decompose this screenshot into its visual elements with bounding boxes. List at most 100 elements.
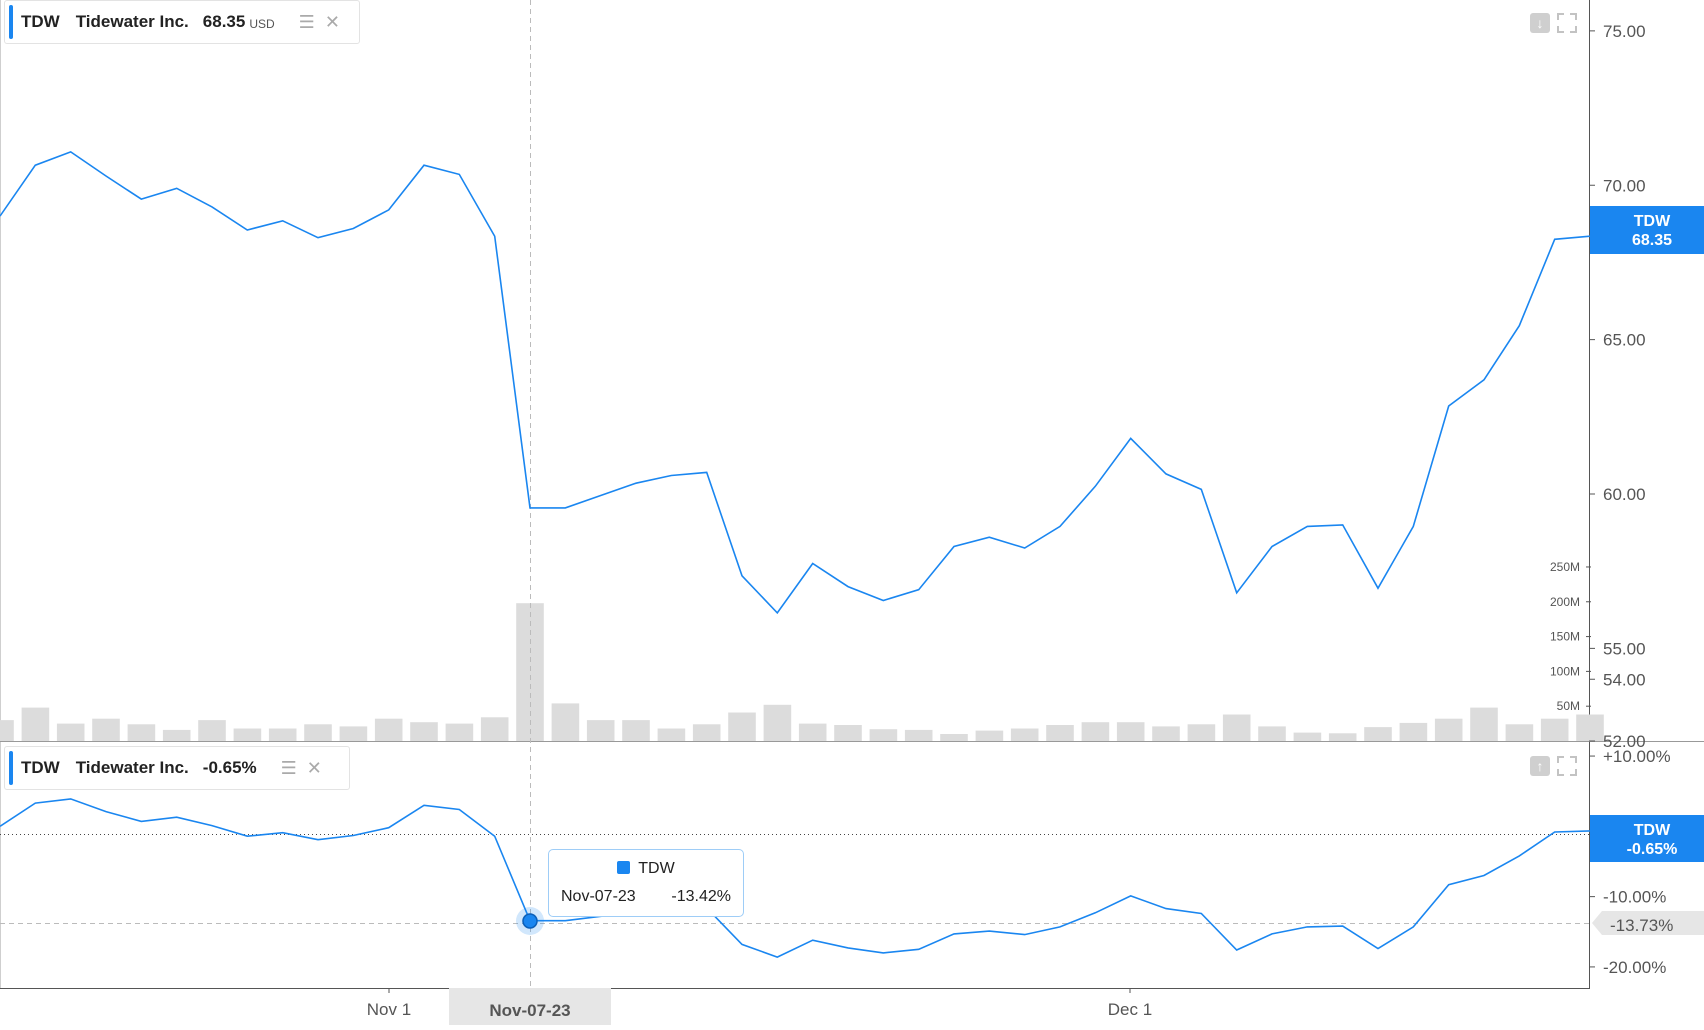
series-swatch [617,861,631,874]
volume-bar [975,730,1004,741]
legend-accent [9,5,13,39]
volume-bar [1258,726,1286,741]
x-tick-label: Nov 1 [367,1000,411,1019]
fullscreen-icon[interactable] [1557,756,1577,776]
volume-bar [1434,718,1463,741]
volume-bar [339,726,368,741]
price-line [0,151,1591,615]
volume-tick-label: 50M [1557,699,1580,713]
legend-currency: USD [249,17,275,31]
price-tick-label: 65.00 [1603,331,1646,350]
close-icon[interactable]: ✕ [324,11,340,32]
volume-bar [127,724,156,741]
price-tick-label: 52.00 [1603,732,1646,751]
crosshair-x-label: Nov-07-23 [489,1001,570,1020]
pct-series [0,798,1591,958]
volume-bar [763,704,792,741]
volume-bar [480,717,509,741]
volume-bar [692,724,721,741]
volume-bar [1152,726,1180,741]
volume-bar [551,703,580,741]
layers-icon[interactable]: ☰ [280,757,297,778]
volume-bar [374,718,403,741]
legend-company: Tidewater Inc. [75,12,189,31]
volume-bar [21,707,50,741]
legend-change: -0.65% [202,758,257,777]
price-tick-label: 55.00 [1603,639,1646,658]
volume-bar [586,720,615,741]
volume-bar [940,734,968,741]
price-tick-label: 60.00 [1603,485,1646,504]
volume-bar [1222,714,1251,741]
crosshair-x-label-bg [449,988,611,1025]
volume-bar [1505,724,1534,741]
volume-bar [198,720,226,741]
volume-bar [304,724,332,741]
volume-tick-label: 250M [1550,560,1580,574]
volume-bar [268,728,297,741]
price-badge [1590,206,1704,254]
volume-bar [162,729,191,741]
legend-bottom: TDW Tidewater Inc. -0.65% ☰ ✕ [4,746,350,790]
pct-tick-label: -10.00% [1603,888,1666,907]
price-tick-label: 75.00 [1603,22,1646,41]
legend-company: Tidewater Inc. [75,758,189,777]
volume-bar [1328,733,1357,741]
legend-accent [9,751,13,785]
legend-top: TDW Tidewater Inc. 68.35 USD ☰ ✕ [4,0,360,44]
volume-bar [657,728,686,741]
tooltip-date: Nov-07-23 [561,888,636,905]
price-series [0,151,1591,615]
volume-bar [728,712,756,741]
tooltip-symbol: TDW [638,860,675,877]
volume-bar [904,729,933,741]
legend-symbol: TDW [21,12,60,31]
legend-price: 68.35 [202,12,246,31]
volume-bar [56,723,85,741]
pct-line [0,798,1591,958]
volume-bar [622,720,650,741]
crosshair [0,0,1590,988]
crosshair-y-label: -13.73% [1610,916,1673,935]
pct-badge-symbol: TDW [1634,822,1671,839]
volume-bar [1470,707,1498,741]
volume-tick-label: 150M [1550,630,1580,644]
pct-badge-value: -0.65% [1627,841,1678,858]
axes: 75.00 70.00 65.00 60.00 55.00 54.00 52.00 250M 2… [367,22,1671,1019]
collapse-panel-icon[interactable]: ↑ [1530,756,1550,776]
volume-bar [1116,722,1145,741]
volume-tick-label: 100M [1550,664,1580,678]
volume-bar [1187,724,1216,741]
volume-bar [1540,718,1569,741]
close-icon[interactable]: ✕ [306,757,322,778]
volume-bar [1010,728,1039,741]
volume-tick-label: 200M [1550,595,1580,609]
volume-bar [516,603,544,741]
pct-tick-label: +10.00% [1603,747,1671,766]
crosshair-point [522,913,538,929]
pct-tick-label: -20.00% [1603,958,1666,977]
tooltip: TDW Nov-07-23 -13.42% [548,849,744,917]
volume-bar [1576,714,1604,741]
volume-bar [445,723,474,741]
tooltip-header: TDW [549,860,743,878]
pct-badge [1590,815,1704,862]
fullscreen-icon[interactable] [1557,13,1577,33]
legend-symbol: TDW [21,758,60,777]
volume-bar [1364,727,1392,741]
tooltip-value: -13.42% [671,888,731,905]
volume-bar [869,729,898,741]
volume-bar [0,720,14,741]
volume-bar [410,722,438,741]
crosshair-y-badge [1592,911,1704,935]
price-tick-label: 70.00 [1603,176,1646,195]
x-tick-label: Dec 1 [1108,1000,1152,1019]
price-badge-value: 68.35 [1632,232,1672,249]
volume-bar [1293,732,1322,741]
price-badge-symbol: TDW [1634,213,1671,230]
download-icon[interactable]: ↓ [1530,13,1550,33]
price-tick-label: 54.00 [1603,670,1646,689]
layers-icon[interactable]: ☰ [298,11,315,32]
